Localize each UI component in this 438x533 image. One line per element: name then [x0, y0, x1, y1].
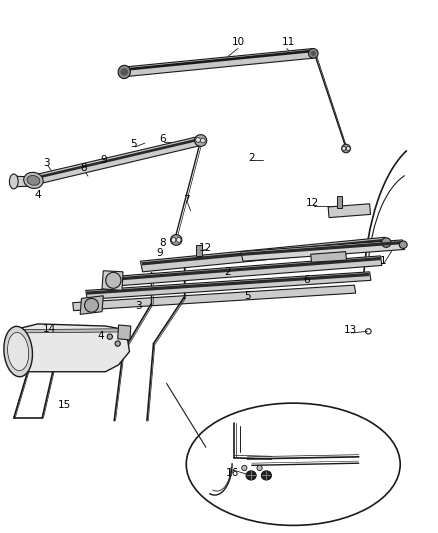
Text: 7: 7: [183, 195, 190, 205]
Text: 11: 11: [281, 37, 295, 47]
Polygon shape: [196, 245, 201, 256]
Polygon shape: [29, 136, 201, 185]
Polygon shape: [80, 296, 103, 314]
Polygon shape: [73, 285, 356, 311]
Text: 13: 13: [343, 325, 357, 335]
Text: 5: 5: [244, 290, 251, 301]
Polygon shape: [328, 204, 371, 217]
Ellipse shape: [194, 135, 207, 147]
Text: 2: 2: [248, 152, 255, 163]
Ellipse shape: [170, 235, 182, 245]
Ellipse shape: [257, 465, 262, 471]
Text: 4: 4: [35, 190, 41, 200]
Ellipse shape: [7, 333, 29, 370]
Text: 15: 15: [57, 400, 71, 410]
Polygon shape: [13, 329, 125, 333]
Text: 6: 6: [159, 134, 166, 144]
Polygon shape: [102, 271, 123, 290]
Ellipse shape: [186, 403, 400, 526]
Ellipse shape: [27, 175, 40, 185]
Text: 3: 3: [135, 301, 141, 311]
Ellipse shape: [24, 172, 43, 189]
Polygon shape: [118, 325, 131, 340]
Ellipse shape: [201, 138, 205, 143]
Polygon shape: [30, 138, 200, 180]
Ellipse shape: [10, 174, 18, 189]
Ellipse shape: [399, 241, 407, 248]
Ellipse shape: [177, 238, 181, 243]
Polygon shape: [5, 324, 130, 372]
Ellipse shape: [171, 238, 176, 243]
Ellipse shape: [106, 272, 121, 288]
Ellipse shape: [115, 341, 120, 346]
Ellipse shape: [4, 326, 32, 377]
Text: 12: 12: [199, 243, 212, 253]
Text: 4: 4: [98, 330, 104, 341]
Polygon shape: [123, 49, 314, 77]
Polygon shape: [241, 240, 405, 261]
Polygon shape: [337, 196, 342, 208]
Ellipse shape: [261, 471, 271, 480]
Text: 12: 12: [306, 198, 319, 208]
Ellipse shape: [263, 471, 272, 480]
Ellipse shape: [242, 465, 247, 471]
Polygon shape: [106, 257, 381, 281]
Ellipse shape: [118, 66, 131, 78]
Text: 1: 1: [379, 256, 386, 266]
Ellipse shape: [342, 147, 346, 151]
Text: 14: 14: [43, 324, 56, 334]
Polygon shape: [142, 239, 385, 265]
Text: 8: 8: [159, 238, 166, 247]
Polygon shape: [141, 237, 387, 272]
Polygon shape: [13, 176, 40, 187]
Polygon shape: [242, 241, 403, 256]
Ellipse shape: [311, 51, 316, 56]
Ellipse shape: [246, 471, 256, 480]
Text: 2: 2: [224, 267, 231, 277]
Text: 6: 6: [303, 275, 310, 285]
Ellipse shape: [196, 138, 201, 142]
Text: 5: 5: [131, 139, 137, 149]
Ellipse shape: [85, 298, 99, 312]
Ellipse shape: [346, 147, 350, 151]
Ellipse shape: [308, 49, 318, 58]
Ellipse shape: [381, 238, 391, 247]
Text: 9: 9: [157, 248, 163, 258]
Text: 3: 3: [43, 158, 50, 168]
Text: 9: 9: [100, 155, 106, 165]
Polygon shape: [87, 273, 370, 295]
Polygon shape: [106, 256, 382, 287]
Text: 10: 10: [232, 37, 245, 47]
Polygon shape: [311, 252, 346, 262]
Polygon shape: [125, 50, 313, 71]
Ellipse shape: [247, 471, 256, 480]
Ellipse shape: [107, 334, 113, 340]
Ellipse shape: [342, 144, 350, 153]
Ellipse shape: [120, 68, 128, 76]
Text: 16: 16: [226, 468, 239, 478]
Polygon shape: [86, 272, 371, 300]
Text: 8: 8: [80, 163, 87, 173]
